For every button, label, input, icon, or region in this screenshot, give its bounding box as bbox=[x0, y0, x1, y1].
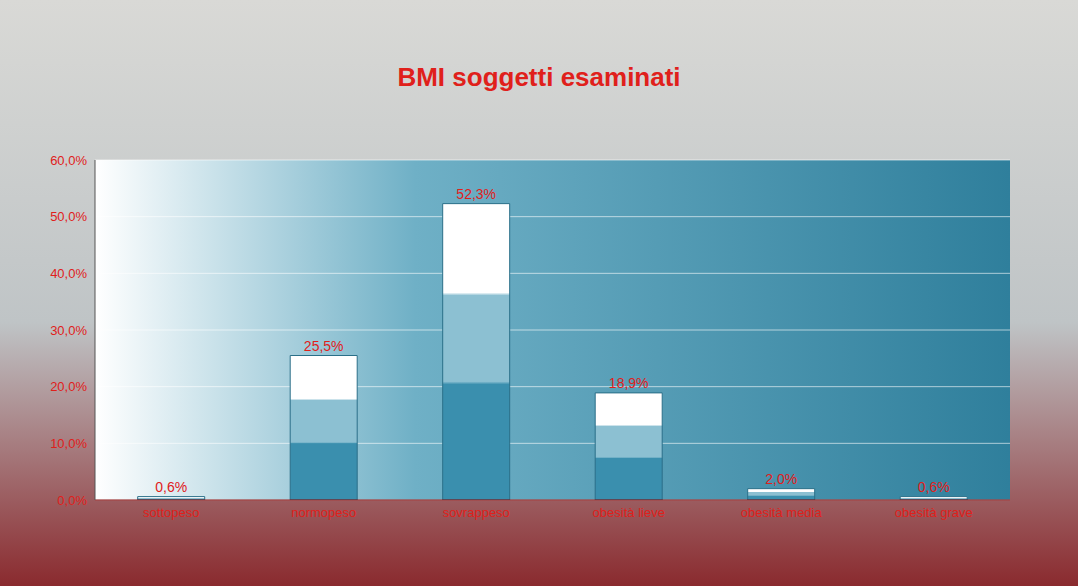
svg-text:2,0%: 2,0% bbox=[765, 471, 797, 487]
svg-text:52,3%: 52,3% bbox=[456, 186, 496, 202]
svg-text:10,0%: 10,0% bbox=[50, 436, 87, 451]
svg-text:obesità grave: obesità grave bbox=[895, 505, 973, 520]
svg-text:0,6%: 0,6% bbox=[918, 479, 950, 495]
svg-text:obesità lieve: obesità lieve bbox=[593, 505, 665, 520]
svg-text:30,0%: 30,0% bbox=[50, 323, 87, 338]
svg-text:18,9%: 18,9% bbox=[609, 375, 649, 391]
html-text:BMI soggetti esaminati: BMI soggetti esaminati bbox=[397, 62, 681, 92]
svg-text:40,0%: 40,0% bbox=[50, 266, 87, 281]
svg-text:normopeso: normopeso bbox=[291, 505, 356, 520]
svg-text:0,0%: 0,0% bbox=[57, 493, 87, 508]
svg-text:0,6%: 0,6% bbox=[155, 479, 187, 495]
svg-text:60,0%: 60,0% bbox=[50, 153, 87, 168]
svg-text:sovrappeso: sovrappeso bbox=[443, 505, 510, 520]
svg-text:50,0%: 50,0% bbox=[50, 209, 87, 224]
svg-text:20,0%: 20,0% bbox=[50, 379, 87, 394]
svg-text:obesità media: obesità media bbox=[741, 505, 823, 520]
svg-text:25,5%: 25,5% bbox=[304, 338, 344, 354]
svg-text:sottopeso: sottopeso bbox=[143, 505, 199, 520]
